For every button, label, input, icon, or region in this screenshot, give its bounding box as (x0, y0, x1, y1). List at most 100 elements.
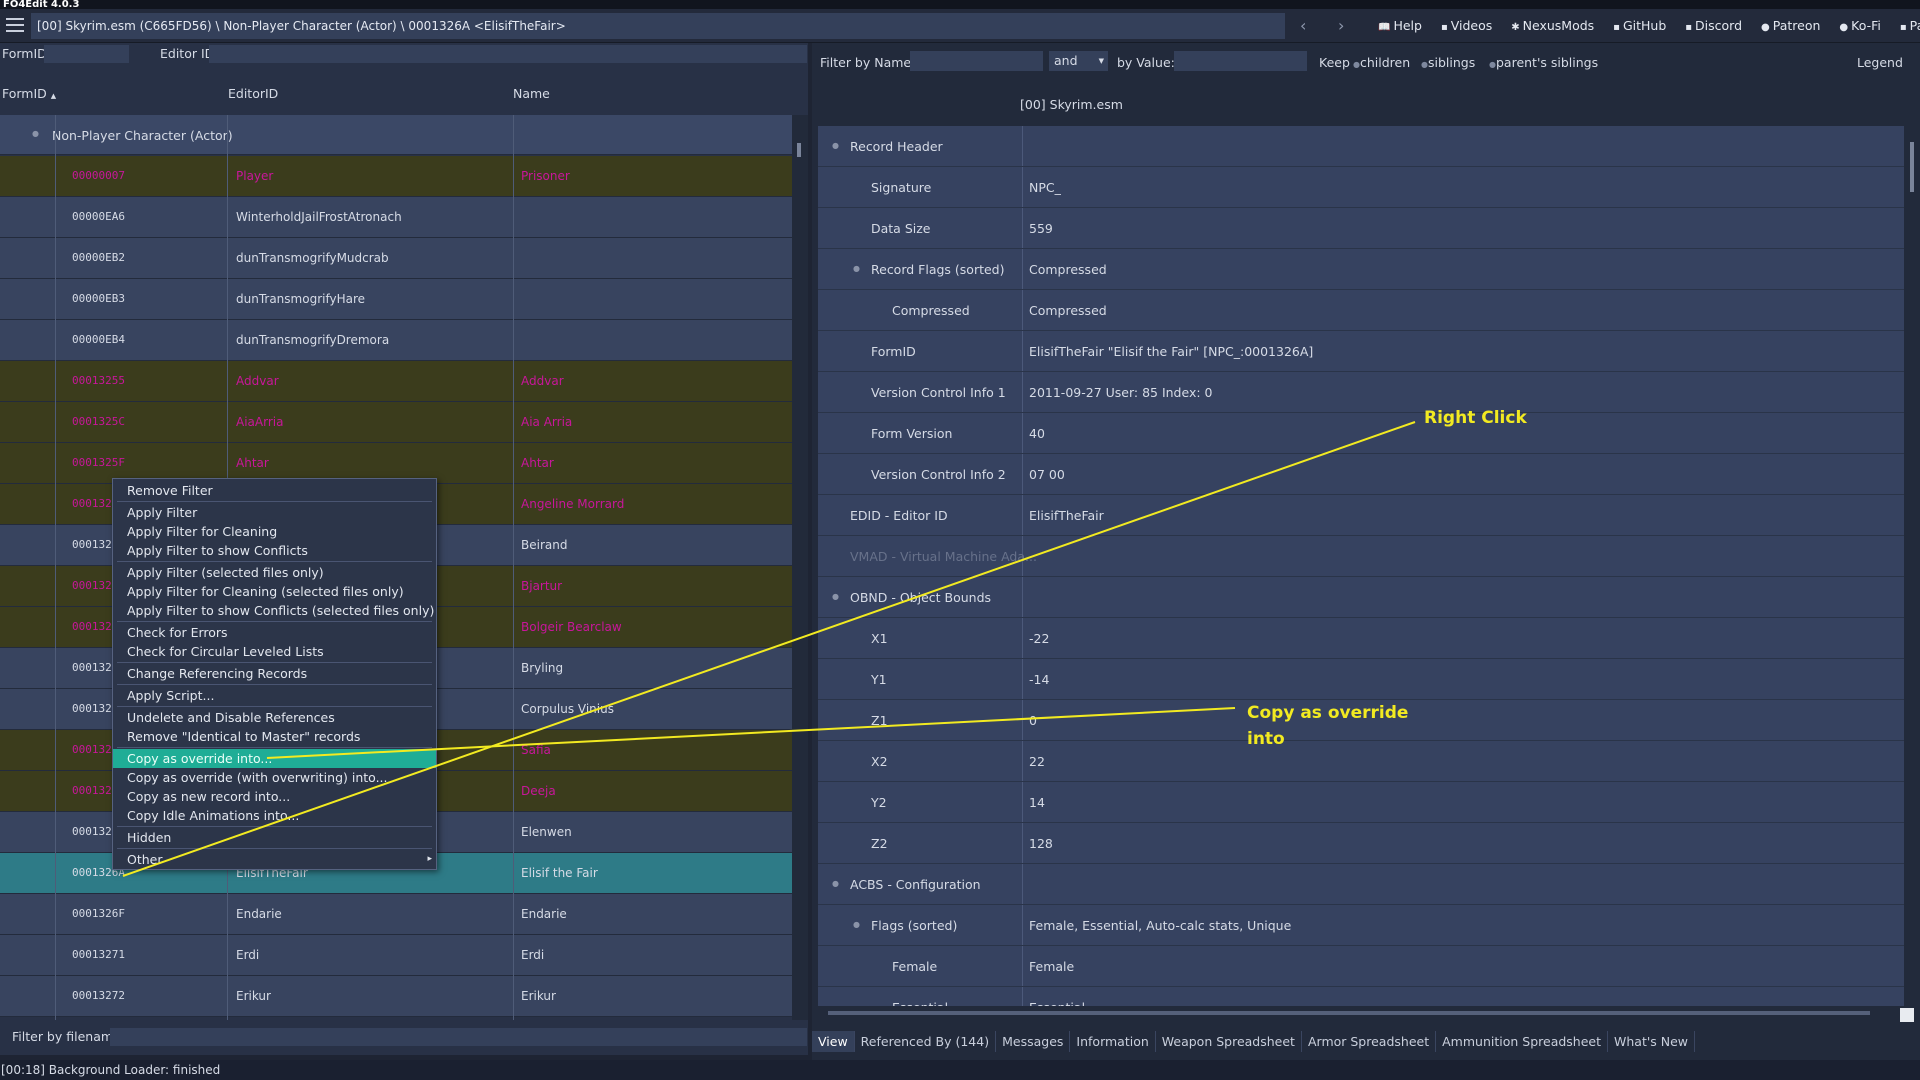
tab-item[interactable]: Ammunition Spreadsheet (1436, 1031, 1608, 1052)
menu-item[interactable]: Check for Errors (113, 623, 436, 642)
record-row[interactable]: Y1 -14 (818, 659, 1912, 700)
left-scrollbar[interactable] (792, 115, 808, 1020)
nexusmods-link[interactable]: ✱ NexusMods (1511, 18, 1595, 33)
menu-item[interactable]: Apply Filter to show Conflicts (selected… (113, 601, 436, 620)
and-or-select[interactable]: and ▼ (1049, 51, 1108, 71)
collapse-icon[interactable]: ● (32, 129, 39, 138)
table-row[interactable]: 00000EA6 WinterholdJailFrostAtronach (0, 197, 792, 238)
collapse-icon[interactable]: ● (853, 920, 860, 929)
cell-name: Ahtar (521, 456, 554, 470)
menu-item[interactable]: Apply Script... (113, 686, 436, 705)
menu-item[interactable]: Undelete and Disable References (113, 708, 436, 727)
menu-item[interactable]: Remove Filter (113, 481, 436, 500)
record-row[interactable]: Essential Essential (818, 987, 1912, 1006)
record-row[interactable]: FormID ElisifTheFair "Elisif the Fair" [N… (818, 331, 1912, 372)
scroll-track[interactable] (828, 1011, 1870, 1015)
forward-arrow-icon[interactable]: › (1338, 16, 1345, 35)
record-row[interactable]: Compressed Compressed (818, 290, 1912, 331)
table-row[interactable]: 00013272 Erikur Erikur (0, 976, 792, 1017)
filter-filename-input[interactable] (110, 1028, 807, 1046)
menu-item[interactable]: Apply Filter (113, 503, 436, 522)
record-row[interactable]: VMAD - Virtual Machine Ada... (818, 536, 1912, 577)
group-row[interactable]: ● Non-Player Character (Actor) (0, 115, 792, 155)
record-row[interactable]: Y2 14 (818, 782, 1912, 823)
discord-link[interactable]: ▪ Discord (1685, 18, 1743, 33)
right-scrollbar[interactable] (1904, 126, 1920, 1006)
table-row[interactable]: 00000EB2 dunTransmogrifyMudcrab (0, 238, 792, 279)
record-row[interactable]: Data Size 559 (818, 208, 1912, 249)
kofi-link[interactable]: ● Ko-Fi (1839, 18, 1881, 33)
menu-item[interactable]: Copy as new record into... (113, 787, 436, 806)
table-row[interactable]: 00000EB4 dunTransmogrifyDremora (0, 320, 792, 361)
record-row[interactable]: ● ACBS - Configuration (818, 864, 1912, 905)
collapse-icon[interactable]: ● (853, 264, 860, 273)
menu-item[interactable]: Check for Circular Leveled Lists (113, 642, 436, 661)
record-row[interactable]: ● Record Header (818, 126, 1912, 167)
record-path-bar[interactable]: [00] Skyrim.esm (C665FD56) \ Non-Player … (31, 13, 1285, 39)
keep-siblings-checkbox[interactable]: ●siblings (1421, 55, 1476, 70)
collapse-icon[interactable]: ● (832, 141, 839, 150)
record-row[interactable]: EDID - Editor ID ElisifTheFair (818, 495, 1912, 536)
discord-icon: ▪ (1685, 22, 1693, 33)
table-row[interactable]: 0001326F Endarie Endarie (0, 894, 792, 935)
videos-link[interactable]: ▪ Videos (1440, 18, 1493, 33)
keep-parent-siblings-checkbox[interactable]: ●parent's siblings (1489, 55, 1599, 70)
horizontal-scrollbar[interactable] (818, 1007, 1898, 1019)
scroll-thumb[interactable] (1910, 142, 1914, 192)
table-row[interactable]: 00013271 Erdi Erdi (0, 935, 792, 976)
column-name[interactable]: Name (513, 86, 550, 101)
menu-item[interactable]: Change Referencing Records (113, 664, 436, 683)
collapse-icon[interactable]: ● (832, 879, 839, 888)
menu-item[interactable]: Apply Filter for Cleaning (selected file… (113, 582, 436, 601)
back-arrow-icon[interactable]: ‹ (1300, 16, 1307, 35)
menu-item[interactable]: Remove "Identical to Master" records (113, 727, 436, 746)
record-row[interactable]: Z2 128 (818, 823, 1912, 864)
tab-item[interactable]: View (812, 1031, 855, 1052)
tab-item[interactable]: Messages (996, 1031, 1071, 1052)
record-row[interactable]: X2 22 (818, 741, 1912, 782)
menu-item[interactable]: Hidden (113, 828, 436, 847)
help-link[interactable]: 📖 Help (1378, 18, 1422, 33)
formid-input[interactable] (44, 45, 129, 63)
record-row[interactable]: Signature NPC_ (818, 167, 1912, 208)
tab-item[interactable]: Armor Spreadsheet (1302, 1031, 1437, 1052)
menu-item[interactable]: Apply Filter (selected files only) (113, 563, 436, 582)
field-name: Record Header (850, 139, 943, 154)
table-row[interactable]: 0001325C AiaArria Aia Arria (0, 402, 792, 443)
menu-item[interactable]: Apply Filter to show Conflicts (113, 541, 436, 560)
record-row[interactable]: ● OBND - Object Bounds (818, 577, 1912, 618)
field-name: Y1 (871, 672, 887, 687)
table-row[interactable]: 00000007 Player Prisoner (0, 156, 792, 197)
paypal-link[interactable]: ▪PayPal (1899, 18, 1920, 33)
menu-item[interactable]: Copy as override (with overwriting) into… (113, 768, 436, 787)
record-row[interactable]: Form Version 40 (818, 413, 1912, 454)
menu-item[interactable]: Other ▸ (113, 850, 436, 869)
legend-button[interactable]: Legend (1857, 55, 1903, 70)
record-row[interactable]: X1 -22 (818, 618, 1912, 659)
keep-children-checkbox[interactable]: ●children (1353, 55, 1411, 70)
filter-name-input[interactable] (910, 51, 1043, 71)
tab-item[interactable]: Information (1070, 1031, 1156, 1052)
tab-item[interactable]: What's New (1608, 1031, 1696, 1052)
record-row[interactable]: Version Control Info 1 2011-09-27 User: 8… (818, 372, 1912, 413)
hamburger-menu-icon[interactable] (6, 18, 24, 32)
menu-item[interactable]: Apply Filter for Cleaning (113, 522, 436, 541)
record-row[interactable]: Female Female (818, 946, 1912, 987)
record-row[interactable]: ● Flags (sorted) Female, Essential, Auto-c… (818, 905, 1912, 946)
scroll-thumb[interactable] (797, 143, 801, 157)
collapse-icon[interactable]: ● (832, 592, 839, 601)
editorid-input[interactable] (209, 45, 807, 63)
tab-item[interactable]: Weapon Spreadsheet (1156, 1031, 1302, 1052)
menu-item[interactable]: Copy Idle Animations into... (113, 806, 436, 825)
table-row[interactable]: 00000EB3 dunTransmogrifyHare (0, 279, 792, 320)
tab-item[interactable]: Referenced By (144) (855, 1031, 997, 1052)
patreon-link[interactable]: ● Patreon (1761, 18, 1821, 33)
menu-item[interactable]: Copy as override into... (113, 749, 436, 768)
table-row[interactable]: 00013255 Addvar Addvar (0, 361, 792, 402)
column-formid[interactable]: FormID ▲ (2, 86, 57, 101)
github-link[interactable]: ▪ GitHub (1613, 18, 1667, 33)
column-editorid[interactable]: EditorID (228, 86, 279, 101)
record-row[interactable]: ● Record Flags (sorted) Compressed (818, 249, 1912, 290)
record-row[interactable]: Version Control Info 2 07 00 (818, 454, 1912, 495)
filter-value-input[interactable] (1174, 51, 1307, 71)
